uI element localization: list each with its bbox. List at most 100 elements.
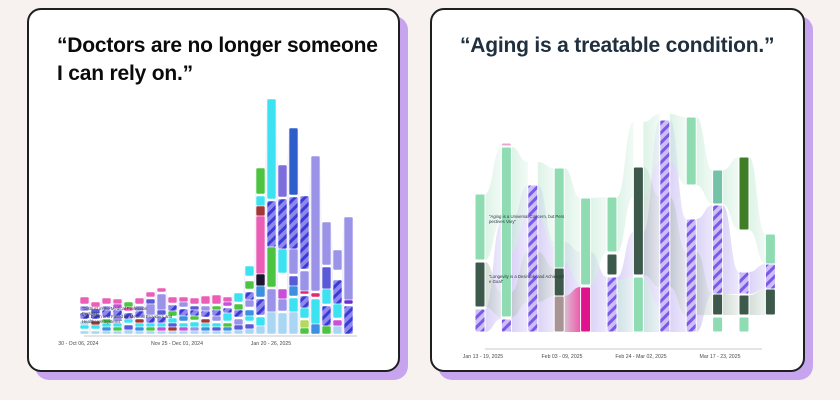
flow-ribbon xyxy=(564,287,581,332)
bar-segment xyxy=(189,309,200,317)
bar-segment xyxy=(659,119,671,333)
quote-title-aging: “Aging is a treatable condition.” xyxy=(460,34,775,57)
bar-segment xyxy=(156,293,167,311)
bar-segment xyxy=(288,248,299,275)
bar-segment xyxy=(310,298,321,325)
bar-segment xyxy=(101,309,112,318)
bar-segment xyxy=(167,296,178,304)
bar-segment xyxy=(266,311,277,335)
bar-segment xyxy=(189,297,200,305)
bar-segment xyxy=(222,307,233,314)
bar-segment xyxy=(123,306,134,312)
bar-segment xyxy=(134,322,145,328)
bar-segment xyxy=(233,318,244,326)
bar-segment xyxy=(156,330,167,335)
bar-segment xyxy=(123,318,134,324)
bar-segment xyxy=(266,98,277,200)
bar-segment xyxy=(222,322,233,328)
bar-segment xyxy=(474,308,486,333)
bar-segment xyxy=(244,299,255,308)
bar-segment xyxy=(288,297,299,313)
bar-segment xyxy=(310,155,321,292)
flow-ribbon xyxy=(643,167,660,287)
bar-segment xyxy=(764,263,776,290)
bar-segment xyxy=(606,253,618,276)
bar-segment xyxy=(712,293,724,316)
bar-segment xyxy=(255,205,266,217)
bar-segment xyxy=(321,305,332,327)
flow-ribbon xyxy=(617,122,634,252)
bar-segment xyxy=(233,329,244,335)
bar-segment xyxy=(244,323,255,330)
flow-ribbon xyxy=(221,295,223,334)
bar-segment xyxy=(167,326,178,332)
bar-segment xyxy=(222,330,233,335)
flow-ribbon xyxy=(309,156,311,334)
bar-segment xyxy=(211,309,222,317)
bar-segment xyxy=(178,322,189,328)
flow-ribbon xyxy=(122,299,124,334)
bar-segment xyxy=(255,195,266,207)
bar-segment xyxy=(167,322,178,328)
bar-segment xyxy=(79,305,90,312)
bar-segment xyxy=(178,308,189,317)
flow-ribbon xyxy=(287,128,289,334)
bar-segment xyxy=(123,324,134,331)
bar-segment xyxy=(299,195,310,270)
flow-ribbon xyxy=(144,292,146,334)
flow-ribbon xyxy=(232,293,234,334)
bar-segment xyxy=(738,316,750,333)
flow-ribbon xyxy=(669,114,687,185)
bar-segment xyxy=(343,305,354,335)
bar-segment xyxy=(244,328,255,335)
flow-ribbon xyxy=(298,128,300,334)
bar-segment xyxy=(178,301,189,308)
flow-ribbon xyxy=(276,99,278,334)
bar-segment xyxy=(255,215,266,275)
flow-ribbon xyxy=(643,114,660,197)
chart-annotation: “Aging is a Universal Concern, but Pers p… xyxy=(489,214,564,224)
bar-segment xyxy=(255,167,266,195)
bar-segment xyxy=(343,216,354,301)
bar-segment xyxy=(606,276,618,333)
bar-segment xyxy=(332,319,343,327)
bar-segment xyxy=(167,330,178,335)
bar-segment xyxy=(79,312,90,320)
bar-segment xyxy=(112,315,123,322)
axis-label: Sep 30 - Oct 06, 2024 xyxy=(57,341,98,347)
flow-ribbon xyxy=(166,288,168,334)
bar-segment xyxy=(189,330,200,335)
chart-annotation: “Let Down and Failed by Medical Provider… xyxy=(82,314,173,324)
bar-segment xyxy=(580,197,592,286)
flow-ribbon xyxy=(537,252,555,302)
bar-segment xyxy=(632,276,644,333)
bar-segment xyxy=(222,296,233,303)
bar-segment xyxy=(167,310,178,317)
bar-segment xyxy=(632,166,644,276)
bar-segment xyxy=(474,261,486,308)
bar-segment xyxy=(189,305,200,311)
bar-segment xyxy=(211,305,222,311)
axis-label: Feb 03 - 09, 2025 xyxy=(542,354,583,360)
quote-card-aging[interactable]: “Aging is a treatable condition.” Jan 13… xyxy=(430,8,805,372)
bar-segment xyxy=(222,326,233,332)
bar-segment xyxy=(233,303,244,311)
aging-theme-flow-chart: Jan 13 - 19, 2025 Feb 03 - 09, 2025 Feb 24… xyxy=(463,114,776,360)
bar-segment xyxy=(277,198,288,250)
flow-ribbon xyxy=(722,294,739,315)
bar-segment xyxy=(321,221,332,266)
flow-ribbon xyxy=(210,295,212,334)
bar-segment xyxy=(343,299,354,305)
quote-card-doctors[interactable]: “Doctors are no longer someone I can rel… xyxy=(27,8,400,372)
bar-segment xyxy=(738,156,750,231)
bar-segment xyxy=(310,292,321,298)
bar-segment xyxy=(200,305,211,312)
bar-segment xyxy=(233,292,244,303)
flow-ribbon xyxy=(749,289,766,315)
bar-segment xyxy=(553,267,565,297)
bar-segment xyxy=(222,312,233,322)
bar-segment xyxy=(738,294,750,316)
bar-segment xyxy=(112,330,123,335)
bar-segment xyxy=(145,330,156,335)
bar-segment xyxy=(606,196,618,253)
